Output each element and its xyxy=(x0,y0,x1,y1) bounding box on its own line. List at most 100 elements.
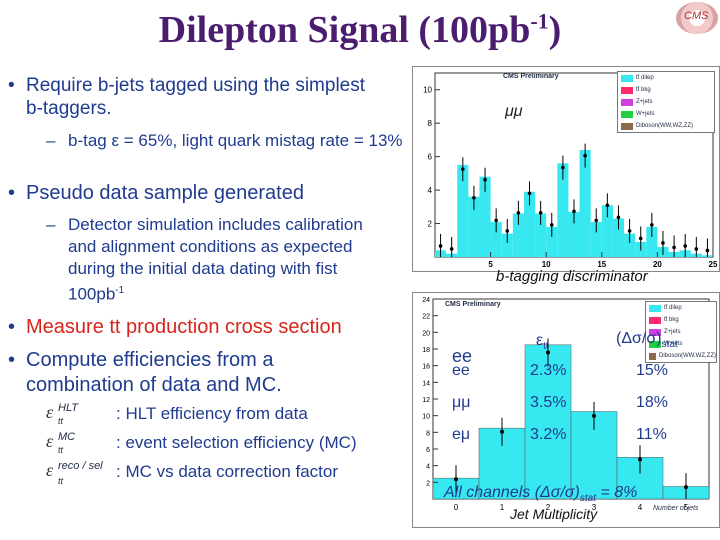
plot1-xtick-label: 10 xyxy=(542,260,551,269)
plot1-data-point xyxy=(683,244,687,248)
plot1-xtick-label: 15 xyxy=(597,260,606,269)
bullet-efficiencies: • Compute efficiencies from a combination… xyxy=(8,349,282,396)
plot1-data-point xyxy=(605,203,610,208)
plot2-ytick-label: 8 xyxy=(426,430,430,437)
table-row-ee-eff: 2.3% xyxy=(530,362,567,379)
plot1-ytick-label: 2 xyxy=(428,220,433,229)
plot2-data-point xyxy=(500,429,504,434)
plot1-data-point xyxy=(694,247,699,251)
plot2-ytick-label: 4 xyxy=(426,464,430,471)
plot2-xtick-label: 4 xyxy=(638,503,643,512)
plot1-bar xyxy=(457,165,469,257)
table-row-emu-eff: 3.2% xyxy=(530,426,567,443)
table-row-emu-err: 11% xyxy=(636,426,667,443)
jet-multiplicity-plot: 24 22 20 18 16 14 12 10 8 6 4 2 0 1 2 3 4 5 CMS Prelimina… xyxy=(412,292,720,528)
plot1-ytick-label: 6 xyxy=(428,153,433,162)
plot2-xtick-label: 2 xyxy=(546,503,551,512)
plot1-xlabel: b-tagging discriminator xyxy=(496,268,648,285)
slide-title: Dilepton Signal (100pb-1) xyxy=(158,8,562,51)
plot2-xlabel: Jet Multiplicity xyxy=(510,506,598,522)
plot1-data-point xyxy=(516,211,521,215)
plot2-data-point xyxy=(592,413,596,418)
plot2-data-point xyxy=(546,350,550,355)
plot1-bar xyxy=(612,218,625,257)
plot1-bar xyxy=(490,221,502,257)
plot1-data-point xyxy=(549,223,554,227)
plot2-xtick-label: 3 xyxy=(592,503,597,512)
plot2-legend: tt̄ dilep tt̄ bkg Z+jets W+jets Diboson(… xyxy=(645,301,717,363)
plot2-ytick-label: 6 xyxy=(426,447,430,454)
plot1-data-point xyxy=(527,191,532,196)
plot1-data-point xyxy=(638,236,643,241)
plot2-xtick-label: 1 xyxy=(500,503,505,512)
plot1-data-point xyxy=(438,244,443,248)
plot1-data-point xyxy=(538,211,543,215)
plot1-data-point xyxy=(483,177,487,182)
plot1-bar xyxy=(579,149,591,257)
plot1-xtick-label: 25 xyxy=(709,260,718,269)
plot1-label: CMS Preliminary xyxy=(503,73,559,80)
plot2-axis-title: Number of jets xyxy=(653,505,699,512)
plot1-data-point xyxy=(472,195,476,200)
plot2-data-point xyxy=(684,485,688,490)
plot1-data-point xyxy=(505,229,510,233)
plot1-data-point xyxy=(461,167,465,171)
plot1-bar xyxy=(535,213,547,257)
plot1-bar xyxy=(546,226,558,257)
plot2-ytick-label: 24 xyxy=(422,297,430,304)
plot2-xtick-label: 0 xyxy=(454,503,459,512)
plot1-bar xyxy=(523,191,536,257)
plot1-data-point xyxy=(449,247,454,251)
efficiency-hlt: ε HLT tt : HLT efficiency from data xyxy=(46,402,308,426)
plot1-channel: μμ xyxy=(505,103,523,120)
plot1-ytick-label: 10 xyxy=(423,86,432,95)
plot1-bar xyxy=(590,221,602,257)
table-ghost-label: ee xyxy=(452,346,473,366)
table-header-err: (Δσ/σ)stat xyxy=(616,330,678,351)
plot1-bar xyxy=(601,205,613,257)
btag-discriminator-plot: 10 8 6 4 2 5 10 15 20 25 CMS Preliminary μμ tt̄ d… xyxy=(412,66,720,272)
plot2-ytick-label: 16 xyxy=(422,364,430,371)
plot1-data-point xyxy=(583,153,587,158)
plot1-xtick-label: 5 xyxy=(488,260,493,269)
plot2-ytick-label: 2 xyxy=(426,480,430,487)
plot1-data-point xyxy=(672,245,676,250)
plot1-bar xyxy=(479,176,491,257)
table-header-eff: εtt xyxy=(536,332,549,353)
table-row-emu-channel: eμ xyxy=(452,426,471,443)
table-row-mumu-err: 18% xyxy=(636,394,669,411)
plot1-data-point xyxy=(661,241,665,245)
plot1-legend: tt̄ dilep tt̄ bkg Z+jets W+jets Diboson(… xyxy=(617,71,715,133)
plot1-bar xyxy=(501,233,513,257)
plot2-ytick-label: 22 xyxy=(422,314,430,321)
plot2-ytick-label: 18 xyxy=(422,347,430,354)
table-row-mumu-eff: 3.5% xyxy=(530,394,567,411)
plot1-data-point xyxy=(616,215,621,220)
plot2-label: CMS Preliminary xyxy=(445,301,501,308)
plot1-bar xyxy=(624,233,636,257)
efficiency-mc: ε MC tt : event selection efficiency (MC… xyxy=(46,431,357,455)
plot2-ytick-label: 20 xyxy=(422,330,430,337)
plot1-data-point xyxy=(627,229,632,233)
plot1-bar xyxy=(512,213,524,257)
plot1-bar xyxy=(557,163,569,257)
bullet-pseudo-data: • Pseudo data sample generated xyxy=(8,182,304,204)
plot2-ytick-label: 12 xyxy=(422,397,430,404)
subbullet-btag: – b-tag ε = 65%, light quark mistag rate … xyxy=(46,131,403,150)
efficiency-list: ε HLT tt : HLT efficiency from data ε MC… xyxy=(46,402,406,494)
plot2-bar xyxy=(524,344,572,500)
table-summary: All channels (Δσ/σ)stat = 8% xyxy=(444,484,638,505)
plot1-data-point xyxy=(650,223,654,227)
plot2-data-point xyxy=(638,457,642,462)
table-row-ee-err: 15% xyxy=(636,362,669,379)
subbullet-detector: – Detector simulation includes calibratio… xyxy=(46,215,363,304)
plot1-data-point xyxy=(705,248,710,253)
plot1-data-point xyxy=(572,209,576,214)
plot1-data-point xyxy=(594,218,599,223)
table-row-mumu-channel: μμ xyxy=(452,394,471,411)
plot2-ytick-label: 10 xyxy=(422,414,430,421)
plot1-data-point xyxy=(494,218,498,223)
efficiency-reco: ε reco / sel tt : MC vs data correction … xyxy=(46,460,339,486)
